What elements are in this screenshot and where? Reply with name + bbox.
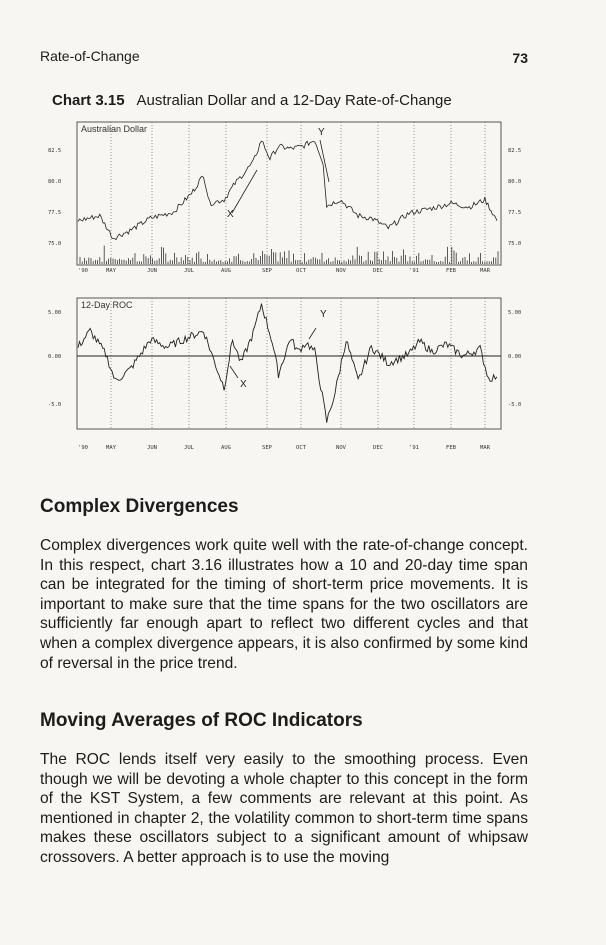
price-line <box>77 140 498 241</box>
section-heading-complex-divergences: Complex Divergences <box>40 496 239 517</box>
x-tick-label: '91 <box>409 445 419 451</box>
x-tick-label: SEP <box>262 445 273 451</box>
annotation-y-label: Y <box>318 127 325 138</box>
y-tick-label-right: 77.5 <box>508 210 521 216</box>
annotation-x-line <box>231 169 258 214</box>
y-tick-label-right: 0.00 <box>508 354 521 360</box>
chart-title: Australian Dollar and a 12-Day Rate-of-C… <box>136 92 452 109</box>
x-tick-label: '91 <box>409 268 419 274</box>
x-tick-label: MAY <box>106 445 117 451</box>
y-tick-label-right: -5.0 <box>508 402 521 408</box>
annotation-y-line <box>308 327 317 340</box>
x-tick-label: AUG <box>221 445 231 451</box>
y-tick-label-right: 5.00 <box>508 310 521 316</box>
y-tick-label-left: 80.0 <box>48 179 61 185</box>
chart-frame <box>76 121 502 266</box>
x-tick-label: '90 <box>78 268 88 274</box>
x-tick-label: MAY <box>106 268 117 274</box>
annotation-y-line <box>319 139 330 183</box>
x-tick-label: SEP <box>262 268 273 274</box>
roc-line <box>77 303 498 423</box>
y-tick-label-left: -5.0 <box>48 402 61 408</box>
chart-panel-title: Australian Dollar <box>81 124 147 134</box>
y-tick-label-left: 82.5 <box>48 148 61 154</box>
chart-frame <box>76 297 502 430</box>
page-number: 73 <box>512 50 528 66</box>
x-tick-label: OCT <box>296 268 307 274</box>
x-tick-label: DEC <box>373 445 383 451</box>
paragraph-moving-averages: The ROC lends itself very easily to the … <box>40 751 528 866</box>
annotation-x-label: X <box>227 209 234 220</box>
x-tick-label: NOV <box>336 268 347 274</box>
x-tick-label: MAR <box>480 268 491 274</box>
x-tick-label: NOV <box>336 445 347 451</box>
x-tick-label: MAR <box>480 445 491 451</box>
chart-figure: Australian Dollar '90 MAY JUN JUL AUG SEP OCT NO… <box>48 121 521 451</box>
x-tick-label: JUN <box>147 268 157 274</box>
chart-caption: Chart 3.15 Australian Dollar and a 12-Day… <box>52 92 452 109</box>
x-tick-label: OCT <box>296 445 307 451</box>
y-tick-label-left: 5.00 <box>48 310 61 316</box>
x-tick-label: JUL <box>184 268 195 274</box>
y-tick-label-left: 75.0 <box>48 241 61 247</box>
section-heading-moving-averages: Moving Averages of ROC Indicators <box>40 710 363 731</box>
x-tick-label: '90 <box>78 445 88 451</box>
x-tick-label: JUL <box>184 445 195 451</box>
y-tick-label-right: 82.5 <box>508 148 521 154</box>
x-tick-label: FEB <box>446 268 457 274</box>
annotation-x-label: X <box>240 379 247 390</box>
x-tick-label: AUG <box>221 268 231 274</box>
y-tick-label-left: 77.5 <box>48 210 61 216</box>
chart-label: Chart 3.15 <box>52 92 125 109</box>
annotation-x-line <box>229 365 239 379</box>
y-tick-label-right: 75.0 <box>508 241 521 247</box>
paragraph-complex-divergences: Complex divergences work quite well with… <box>40 537 528 672</box>
y-tick-label-left: 0.00 <box>48 354 61 360</box>
chart-panel-title: 12-Day ROC <box>81 300 133 310</box>
x-tick-label: FEB <box>446 445 457 451</box>
running-title: Rate-of-Change <box>40 48 140 64</box>
y-tick-label-right: 80.0 <box>508 179 521 185</box>
x-tick-label: DEC <box>373 268 383 274</box>
x-tick-label: JUN <box>147 445 157 451</box>
annotation-y-label: Y <box>320 309 327 320</box>
